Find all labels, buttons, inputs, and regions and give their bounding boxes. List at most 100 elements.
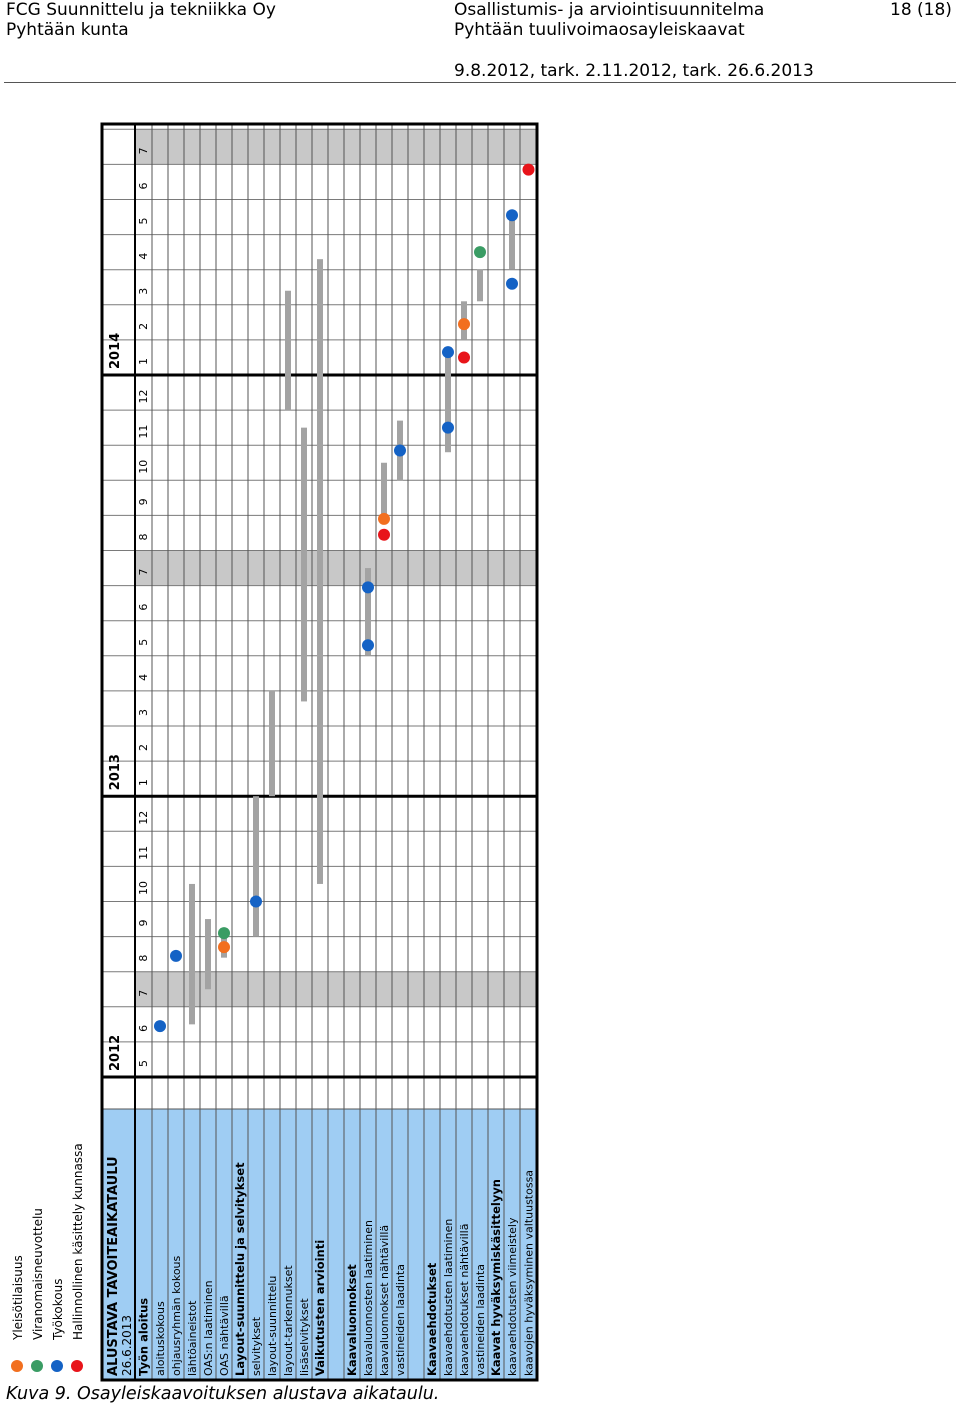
month-label: 10: [137, 881, 150, 895]
schedule-title: ALUSTAVA TAVOITEAIKATAULU: [106, 1156, 121, 1376]
task-label: kaavaehdotusten laatiminen: [442, 1219, 455, 1376]
blue-event-marker: [442, 346, 454, 359]
red-legend-marker: [71, 1360, 83, 1372]
month-label: 11: [137, 425, 150, 439]
task-bar: [381, 462, 387, 523]
month-label: 11: [137, 846, 150, 860]
blue-event-marker: [362, 639, 374, 652]
schedule-figure: 2012 2013 2014 5 6 7 8 9 10 11 12 1 2 3 4 5 6 7 8 9 10 11 12 1 2…: [0, 95, 960, 1385]
task-label: lähtöaineistot: [186, 1300, 199, 1376]
year-label: 2012: [108, 1035, 123, 1071]
blue-event-marker: [442, 421, 454, 434]
month-label: 2: [137, 323, 150, 330]
month-label: 7: [137, 990, 150, 997]
month-label: 8: [137, 955, 150, 962]
month-label: 7: [137, 147, 150, 154]
month-label: 12: [137, 390, 150, 404]
task-label: aloituskokous: [154, 1301, 167, 1376]
blue-event-marker: [394, 444, 406, 457]
month-label: 12: [137, 811, 150, 825]
green-legend-marker: [31, 1360, 43, 1372]
blue-legend-marker: [51, 1360, 63, 1372]
task-label: kaavojen hyväksyminen valtuustossa: [523, 1170, 536, 1376]
task-label: kaavaehdotusten viimeistely: [506, 1217, 519, 1376]
month-header-band: [102, 124, 135, 1077]
task-label: layout-suunnittelu: [266, 1276, 279, 1376]
month-label: 4: [137, 253, 150, 260]
company-name: FCG Suunnittelu ja tekniikka Oy: [6, 0, 276, 20]
revision-dates: 9.8.2012, tark. 2.11.2012, tark. 26.6.20…: [454, 61, 814, 81]
task-label: Layout-suunnittelu ja selvitykset: [233, 1162, 247, 1376]
table-border: [100, 122, 539, 1382]
orange-event-marker: [218, 941, 230, 954]
july-column-shade: [102, 129, 537, 165]
task-bar: [253, 796, 259, 937]
schedule-date: 26.6.2013: [120, 1315, 134, 1376]
task-bar: [477, 269, 483, 302]
document-subtitle: Pyhtään tuulivoimaosayleiskaavat: [454, 20, 745, 40]
green-event-marker: [218, 927, 230, 940]
legend-label: Hallinnollinen käsittely kunnassa: [71, 1143, 85, 1340]
blue-event-marker: [170, 949, 182, 962]
month-label: 6: [137, 182, 150, 189]
header-divider: [4, 82, 956, 83]
blue-event-marker: [506, 277, 518, 290]
month-label: 9: [137, 498, 150, 505]
task-label: vastineiden laadinta: [394, 1264, 407, 1376]
month-label: 4: [137, 674, 150, 681]
task-bar: [445, 346, 451, 453]
orange-event-marker: [458, 318, 470, 331]
task-label: kaavaluonnosten laatiminen: [362, 1220, 375, 1376]
task-label: Vaikutusten arviointi: [313, 1240, 327, 1376]
orange-event-marker: [378, 512, 390, 525]
july-column-shade: [102, 971, 537, 1007]
month-label: 8: [137, 533, 150, 540]
blue-event-marker: [154, 1020, 166, 1033]
red-event-marker: [522, 163, 535, 176]
blue-event-marker: [506, 209, 518, 222]
month-label: 5: [137, 218, 150, 225]
page-number: 18 (18): [890, 0, 952, 20]
task-bar: [269, 690, 275, 797]
legend-label: Yleisötilaisuus: [11, 1255, 25, 1341]
green-event-marker: [474, 246, 486, 259]
task-bar: [365, 568, 371, 656]
month-label: 5: [137, 639, 150, 646]
label-area: [102, 1109, 537, 1380]
task-label: Työn aloitus: [137, 1298, 151, 1376]
month-label: 1: [137, 779, 150, 786]
legend-label: Työkokous: [51, 1279, 65, 1342]
month-label: 9: [137, 920, 150, 927]
task-label: lisäselvitykset: [298, 1298, 311, 1376]
task-label: kaavaluonnokset nähtävillä: [378, 1225, 391, 1376]
municipality-name: Pyhtään kunta: [6, 20, 129, 40]
year-label: 2013: [108, 754, 123, 790]
task-label: vastineiden laadinta: [474, 1264, 487, 1376]
task-label: selvitykset: [250, 1316, 263, 1376]
task-label: Kaavaehdotukset: [425, 1262, 439, 1376]
gantt-chart: 2012201320145678910111212345678910111212…: [11, 122, 539, 1382]
red-event-marker: [378, 528, 390, 541]
task-bar: [317, 259, 323, 884]
task-bar: [189, 883, 195, 1025]
month-label: 3: [137, 288, 150, 295]
legend-label: Viranomaisneuvottelu: [31, 1208, 45, 1340]
task-bar: [509, 217, 515, 270]
task-label: layout-tarkennukset: [282, 1265, 295, 1376]
task-label: kaavaehdotukset nähtävillä: [458, 1224, 471, 1376]
month-label: 6: [137, 1025, 150, 1032]
month-label: 10: [137, 460, 150, 474]
year-label: 2014: [108, 333, 123, 369]
figure-caption: Kuva 9. Osayleiskaavoituksen alustava ai…: [6, 1384, 440, 1404]
month-label: 6: [137, 604, 150, 611]
task-bar: [285, 290, 291, 411]
orange-legend-marker: [11, 1360, 23, 1372]
month-label: 5: [137, 1060, 150, 1067]
task-label: Kaavat hyväksymiskäsittelyyn: [489, 1179, 503, 1376]
month-label: 2: [137, 744, 150, 751]
month-label: 1: [137, 358, 150, 365]
document-title: Osallistumis- ja arviointisuunnitelma: [454, 0, 765, 20]
task-bar: [301, 427, 307, 702]
task-label: ohjausryhmän kokous: [170, 1255, 183, 1376]
task-bar: [205, 919, 211, 990]
